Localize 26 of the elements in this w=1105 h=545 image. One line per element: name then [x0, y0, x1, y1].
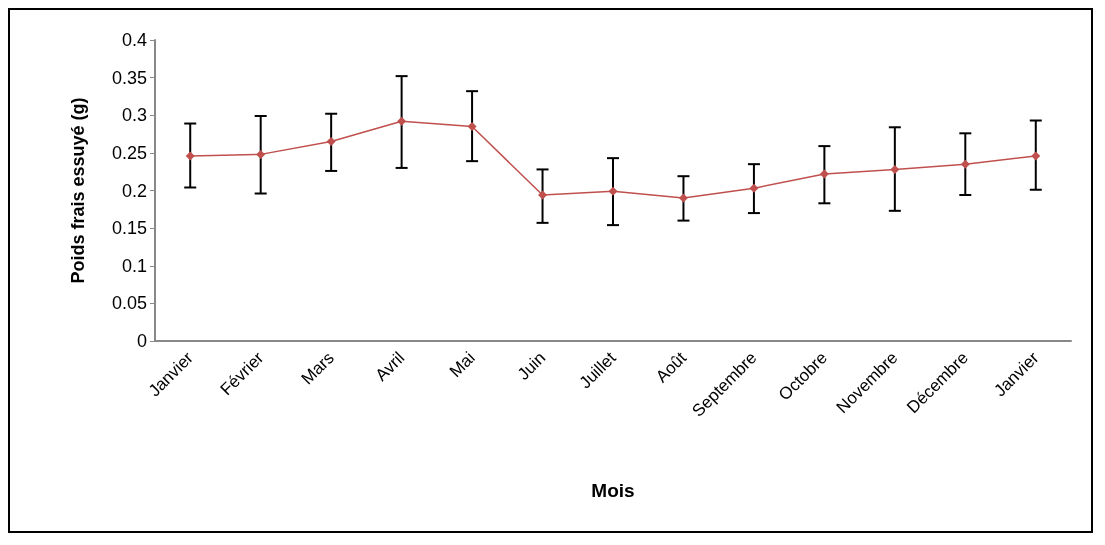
- point: [538, 190, 548, 200]
- x-tick-label: Mai: [446, 348, 479, 382]
- point: [960, 159, 970, 169]
- point: [256, 149, 266, 159]
- point: [467, 122, 477, 132]
- y-tick-label: 0: [136, 331, 147, 351]
- point: [185, 151, 195, 161]
- y-tick-label: 0.4: [121, 30, 147, 50]
- x-tick-label: Juin: [513, 348, 550, 384]
- point: [326, 137, 336, 147]
- y-tick-label: 0.3: [121, 105, 147, 126]
- point: [1031, 151, 1041, 161]
- point: [749, 183, 759, 193]
- y-tick-label: 0.05: [111, 293, 147, 314]
- y-tick-label: 0.15: [111, 218, 147, 239]
- y-tick-label: 0.35: [111, 67, 147, 88]
- x-axis-title: Mois: [591, 480, 635, 501]
- point: [819, 169, 829, 179]
- y-axis-title: Poids frais essuyé (g): [68, 97, 88, 284]
- y-tick-label: 0.2: [121, 180, 147, 201]
- y-tick-label: 0.1: [121, 255, 147, 276]
- point: [678, 193, 688, 203]
- y-tick-label: 0.25: [111, 142, 147, 163]
- point: [397, 116, 407, 126]
- point: [890, 164, 900, 174]
- point: [608, 186, 618, 196]
